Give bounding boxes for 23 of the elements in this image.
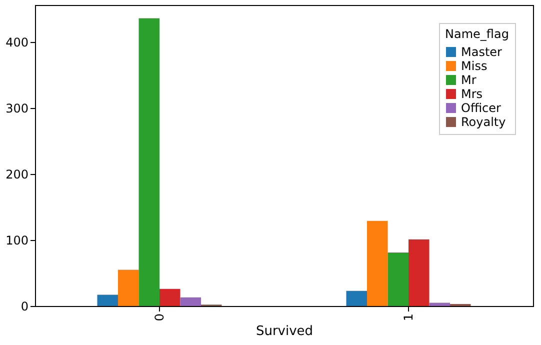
legend-title: Name_flag [445, 27, 509, 41]
bar [408, 239, 430, 306]
bar [346, 290, 367, 306]
legend-label: Mr [461, 73, 476, 87]
x-tick-label: 1 [402, 314, 416, 322]
legend-label: Miss [461, 59, 488, 73]
bar [180, 297, 201, 306]
bar [97, 294, 118, 306]
bar [138, 18, 160, 306]
bar [388, 252, 408, 306]
legend-label: Mrs [461, 87, 483, 101]
y-tick-label: 200 [6, 167, 28, 182]
legend-label: Royalty [461, 115, 506, 129]
y-tick-label: 300 [6, 101, 28, 116]
y-tick-label: 400 [6, 35, 28, 50]
bar [118, 270, 139, 306]
bar [429, 302, 450, 306]
legend-label: Officer [461, 101, 502, 115]
x-axis-title: Survived [256, 324, 314, 340]
legend-label: Master [461, 45, 502, 59]
y-tick-label: 100 [6, 233, 28, 248]
bar [160, 288, 180, 306]
bar [367, 220, 388, 306]
